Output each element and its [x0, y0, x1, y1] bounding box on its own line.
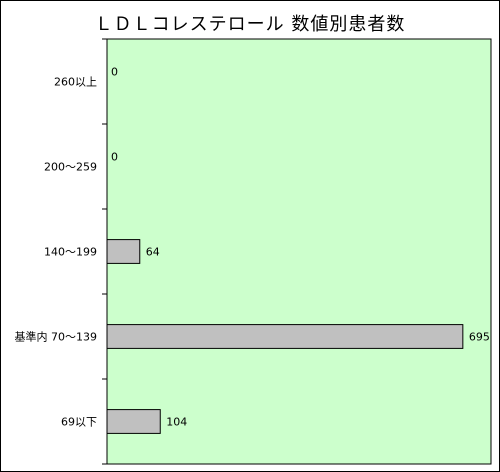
category-label: 200～259	[44, 161, 97, 174]
category-label: 69以下	[61, 416, 97, 429]
bars	[106, 239, 464, 434]
y-axis-ticks	[102, 38, 107, 465]
bar-value-label: 0	[111, 65, 118, 78]
category-label: 140～199	[44, 246, 97, 259]
category-label: 260以上	[54, 76, 97, 89]
bar	[106, 239, 141, 264]
bar-value-label: 695	[469, 331, 490, 344]
bar-value-label: 64	[146, 246, 160, 259]
bar-value-label: 104	[166, 416, 187, 429]
chart-title: ＬＤＬコレステロール 数値別患者数	[94, 14, 406, 35]
bar-value-label: 0	[111, 150, 118, 163]
bar	[106, 324, 464, 349]
plot-area	[106, 38, 492, 465]
value-labels: 0 0 64 695 104	[111, 65, 490, 428]
category-labels: 260以上 200～259 140～199 基準内 70～139 69以下	[15, 76, 98, 429]
category-label: 基準内 70～139	[15, 330, 98, 344]
bar	[106, 409, 161, 434]
